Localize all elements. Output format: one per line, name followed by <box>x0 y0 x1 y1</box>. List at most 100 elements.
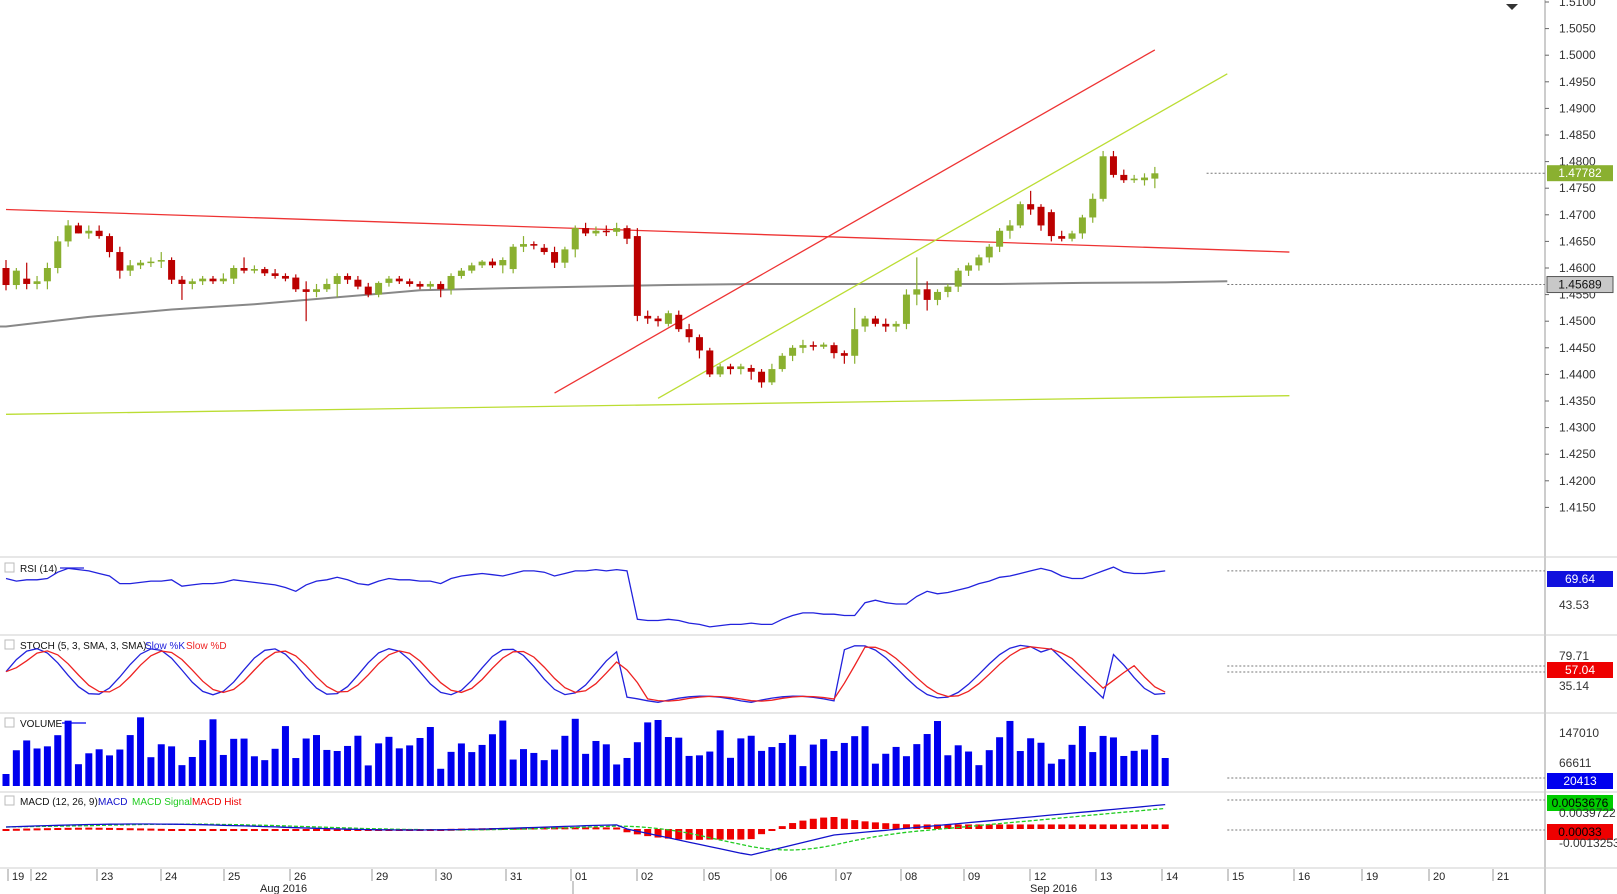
candle-body[interactable] <box>975 257 983 266</box>
candle-body[interactable] <box>747 368 755 372</box>
candle-body[interactable] <box>1141 177 1148 181</box>
candle-body[interactable] <box>1130 178 1138 181</box>
candle-body[interactable] <box>592 230 600 234</box>
candle-body[interactable] <box>499 260 507 266</box>
candle-body[interactable] <box>1151 173 1159 179</box>
candle-body[interactable] <box>406 281 414 284</box>
candle-body[interactable] <box>623 228 631 239</box>
candle-body[interactable] <box>116 252 124 271</box>
candle-body[interactable] <box>457 270 465 276</box>
candle-body[interactable] <box>985 246 993 258</box>
candle-body[interactable] <box>695 337 703 351</box>
candle-body[interactable] <box>12 270 20 286</box>
candle-body[interactable] <box>250 269 258 271</box>
candle-body[interactable] <box>292 277 300 290</box>
candle-body[interactable] <box>271 273 279 276</box>
candle-body[interactable] <box>1058 236 1066 239</box>
price-panel[interactable] <box>0 0 1545 556</box>
candle-body[interactable] <box>1006 225 1014 231</box>
candle-body[interactable] <box>799 345 807 348</box>
candle-body[interactable] <box>706 350 714 375</box>
trendline[interactable] <box>5 395 1290 415</box>
candle-body[interactable] <box>664 313 672 324</box>
candle-body[interactable] <box>157 260 165 262</box>
candle-body[interactable] <box>571 228 579 250</box>
candle-body[interactable] <box>1078 217 1086 234</box>
candle-body[interactable] <box>137 262 145 266</box>
panel-close-icon[interactable] <box>4 795 15 806</box>
candle-body[interactable] <box>1099 156 1107 199</box>
candle-body[interactable] <box>509 246 517 270</box>
candle-body[interactable] <box>302 289 310 292</box>
rsi-panel[interactable]: RSI (14) <box>4 562 1545 628</box>
candle-body[interactable] <box>230 268 238 279</box>
trendline[interactable] <box>657 73 1228 399</box>
candle-body[interactable] <box>188 281 196 284</box>
candle-body[interactable] <box>602 230 610 233</box>
candle-body[interactable] <box>685 329 693 338</box>
candle-body[interactable] <box>354 279 362 287</box>
candle-body[interactable] <box>395 278 403 282</box>
candle-body[interactable] <box>540 247 548 253</box>
candle-body[interactable] <box>333 275 341 284</box>
candle-body[interactable] <box>902 294 910 324</box>
candle-body[interactable] <box>892 323 900 327</box>
volume-panel[interactable]: VOLUME <box>2 717 1546 786</box>
candle-body[interactable] <box>944 286 952 292</box>
candle-body[interactable] <box>437 283 445 290</box>
candle-body[interactable] <box>313 289 320 292</box>
candle-body[interactable] <box>478 261 486 266</box>
candle-body[interactable] <box>426 283 434 287</box>
candle-body[interactable] <box>965 265 973 271</box>
candle-body[interactable] <box>561 249 569 263</box>
candle-body[interactable] <box>178 279 186 284</box>
candle-body[interactable] <box>675 314 683 330</box>
candle-body[interactable] <box>840 353 848 356</box>
candle-body[interactable] <box>996 230 1004 247</box>
candle-body[interactable] <box>654 318 662 322</box>
candle-body[interactable] <box>2 268 10 286</box>
panel-close-icon[interactable] <box>4 562 15 573</box>
candle-body[interactable] <box>789 347 797 356</box>
candle-body[interactable] <box>1027 204 1035 210</box>
candle-body[interactable] <box>344 275 352 280</box>
candle-body[interactable] <box>468 265 476 271</box>
candle-body[interactable] <box>934 291 941 300</box>
candle-body[interactable] <box>633 236 641 316</box>
candle-body[interactable] <box>364 286 372 295</box>
candle-body[interactable] <box>1037 206 1045 226</box>
candle-body[interactable] <box>778 355 786 370</box>
candle-body[interactable] <box>809 345 817 347</box>
candle-body[interactable] <box>727 366 734 370</box>
candle-body[interactable] <box>851 329 859 356</box>
candle-body[interactable] <box>861 318 869 327</box>
candle-body[interactable] <box>375 282 383 295</box>
candle-body[interactable] <box>33 281 41 284</box>
candle-body[interactable] <box>530 244 538 246</box>
candle-body[interactable] <box>74 225 82 234</box>
candle-body[interactable] <box>871 318 879 324</box>
trendline[interactable] <box>554 49 1156 394</box>
candle-body[interactable] <box>1047 212 1055 237</box>
candle-body[interactable] <box>95 230 103 237</box>
candle-body[interactable] <box>219 278 227 282</box>
candle-body[interactable] <box>261 269 269 274</box>
candle-body[interactable] <box>716 366 724 375</box>
candle-body[interactable] <box>416 283 424 287</box>
candle-body[interactable] <box>520 244 527 247</box>
candle-body[interactable] <box>323 283 331 290</box>
candle-body[interactable] <box>1016 204 1024 226</box>
candle-body[interactable] <box>737 366 745 370</box>
candle-body[interactable] <box>209 278 217 282</box>
candle-body[interactable] <box>43 268 51 282</box>
candle-body[interactable] <box>1068 233 1076 239</box>
candle-body[interactable] <box>168 260 176 280</box>
candle-body[interactable] <box>768 369 776 383</box>
candle-body[interactable] <box>23 278 31 284</box>
candle-body[interactable] <box>1089 198 1097 218</box>
candle-body[interactable] <box>385 278 393 283</box>
candle-body[interactable] <box>582 228 590 234</box>
candle-body[interactable] <box>820 344 828 347</box>
candle-body[interactable] <box>1109 156 1117 175</box>
candle-body[interactable] <box>126 265 134 271</box>
